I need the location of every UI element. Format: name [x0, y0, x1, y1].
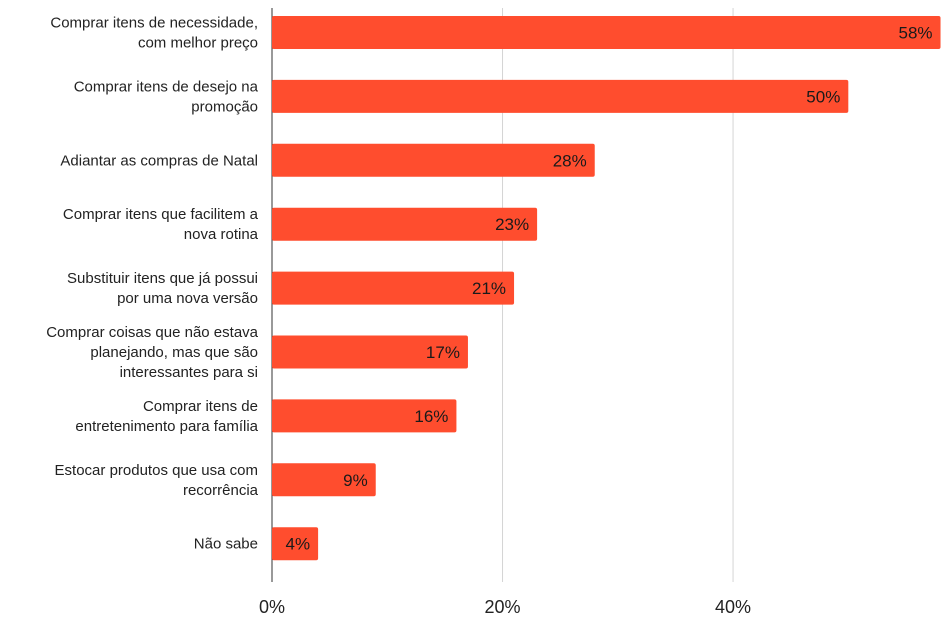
category-label: Comprar itens de desejo na promoção: [74, 78, 259, 115]
category-label: Comprar itens de necessidade, com melhor …: [50, 15, 258, 52]
bar: [272, 79, 849, 113]
bar-value-label: 16%: [414, 407, 448, 426]
bar: [272, 335, 468, 369]
label-layer: 58% Comprar itens de necessidade, com melh…: [46, 15, 932, 554]
category-label: Estocar produtos que usa com recorrência: [55, 462, 259, 499]
bar: [272, 271, 515, 305]
bar-value-label: 50%: [806, 87, 840, 106]
category-label: Comprar itens que facilitem a nova rotina: [63, 206, 259, 243]
bar-value-label: 9%: [343, 471, 368, 490]
x-tick-label: 0%: [259, 597, 285, 617]
bar-value-label: 4%: [286, 535, 311, 554]
category-label: Adiantar as compras de Natal: [60, 152, 258, 169]
bar: [272, 463, 376, 497]
category-label: Comprar itens de entretenimento para famí…: [75, 398, 258, 435]
tick-layer: 0% 20% 40%: [259, 597, 751, 617]
bar: [272, 207, 538, 241]
bar: [272, 16, 941, 49]
bar-value-label: 23%: [495, 215, 529, 234]
bar-value-label: 21%: [472, 279, 506, 298]
bar: [272, 399, 457, 433]
bar-value-label: 28%: [553, 151, 587, 170]
bar: [272, 527, 319, 561]
bar-value-label: 58%: [898, 24, 932, 43]
bar-value-label: 17%: [426, 343, 460, 362]
category-label: Comprar coisas que não estava planejando,…: [46, 324, 258, 381]
x-tick-label: 20%: [485, 597, 521, 617]
x-tick-label: 40%: [715, 597, 751, 617]
category-label: Não sabe: [194, 536, 258, 553]
bar-layer: [272, 16, 941, 561]
category-label: Substituir itens que já possui por uma no…: [67, 270, 258, 307]
bar: [272, 143, 595, 177]
